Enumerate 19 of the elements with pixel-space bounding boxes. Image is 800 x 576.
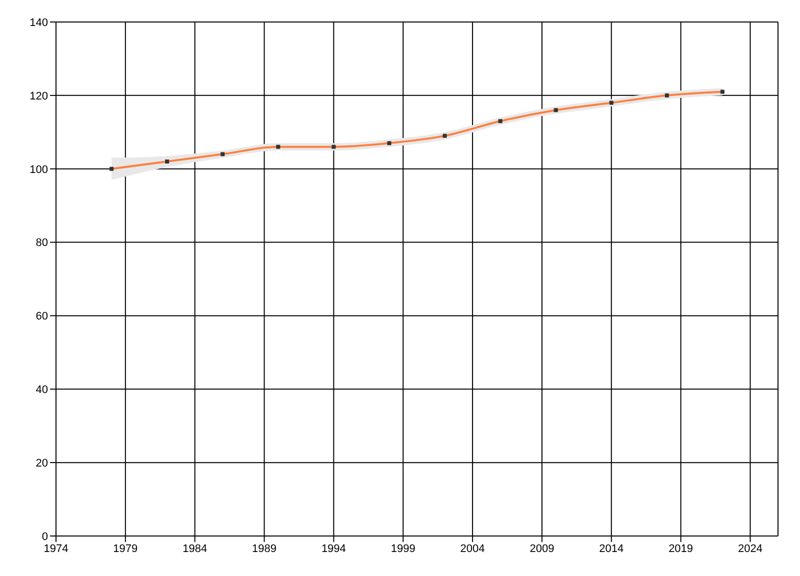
x-tick-label: 1974 xyxy=(44,542,68,555)
x-tick-label: 1994 xyxy=(321,542,346,555)
x-tick-label: 2004 xyxy=(460,542,485,555)
x-tick-label: 1979 xyxy=(113,542,138,555)
x-tick-label: 2019 xyxy=(668,542,694,555)
y-tick-label: 80 xyxy=(36,237,48,250)
y-tick-label: 60 xyxy=(36,310,48,323)
y-tick-label: 20 xyxy=(36,457,48,470)
y-tick-label: 120 xyxy=(30,90,48,102)
x-tick-label: 1999 xyxy=(390,542,416,555)
y-tick-label: 100 xyxy=(30,164,48,176)
y-tick-label: 140 xyxy=(30,16,48,29)
y-tick-label: 40 xyxy=(36,384,48,396)
x-tick-label: 1989 xyxy=(252,542,277,555)
x-tick-label: 1984 xyxy=(182,542,208,555)
x-tick-label: 2009 xyxy=(530,542,554,555)
y-tick-label: 0 xyxy=(42,530,48,543)
x-tick-label: 2024 xyxy=(738,542,762,555)
x-tick-label: 2014 xyxy=(599,542,624,555)
